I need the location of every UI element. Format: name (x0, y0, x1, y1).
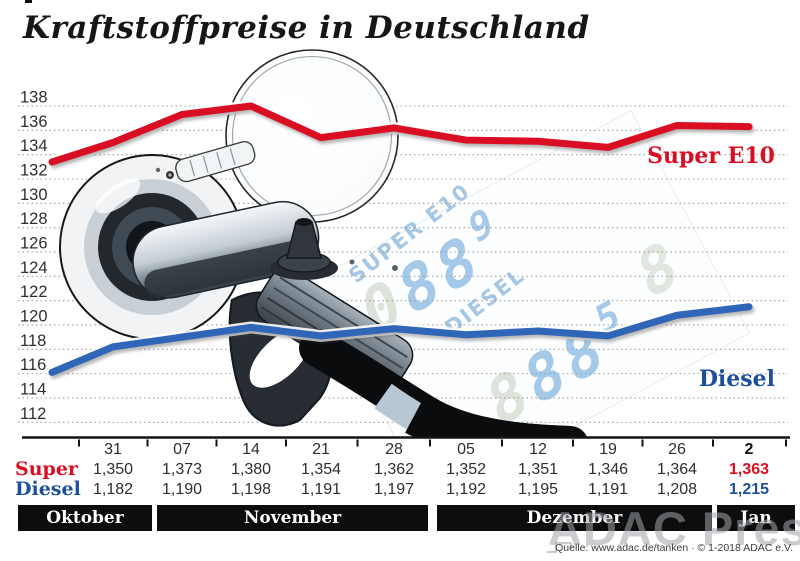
diesel-series-label: Diesel (698, 366, 775, 392)
date-cell: 05 (457, 441, 475, 458)
y-axis-label: 112 (20, 405, 46, 423)
crop-mark (25, 0, 32, 3)
date-cell: 26 (668, 441, 686, 458)
series-line-super (48, 102, 753, 166)
date-cell: 12 (529, 441, 547, 458)
y-axis-label: 114 (20, 380, 46, 398)
diesel-value-cell: 1,191 (300, 481, 342, 498)
super-series-label: Super E10 (647, 143, 775, 169)
date-cell: 07 (173, 441, 191, 458)
date-cell: 14 (242, 441, 260, 458)
nozzle-clip-fin (175, 140, 256, 183)
y-axis-label: 116 (20, 356, 46, 374)
lines-layer (46, 100, 755, 379)
month-band-jan: Jan (717, 505, 795, 531)
handle-hole (249, 328, 311, 388)
super-value-cell: 1,346 (587, 461, 629, 478)
y-axis-label: 138 (20, 89, 48, 107)
y-axis-label: 134 (20, 137, 48, 155)
diesel-value-cell: 1,191 (587, 481, 629, 498)
y-axis-label: 126 (20, 234, 48, 252)
page-title: Kraftstoffpreise in Deutschland (23, 10, 590, 46)
diesel-value-cell: 1,190 (161, 481, 203, 498)
diesel-value-cell: 1,195 (517, 481, 559, 498)
press-watermark: ADAC Presse (548, 502, 800, 555)
super-value-cell: 1,350 (92, 461, 134, 478)
date-cell: 31 (104, 441, 122, 458)
diesel-value-cell: 1,208 (656, 481, 698, 498)
watermark-step-mark (547, 542, 572, 553)
y-axis-label: 118 (20, 332, 46, 350)
nozzle-body (132, 200, 320, 299)
y-axis-label: 122 (20, 283, 48, 301)
date-cell: 21 (312, 441, 330, 458)
y-axis-label: 132 (20, 161, 48, 179)
super-value-cell: 1,354 (300, 461, 342, 478)
y-axis-label: 130 (20, 186, 48, 204)
y-axis-label: 128 (20, 210, 48, 228)
date-cell: 2 (744, 441, 754, 458)
super-row-label: Super (15, 458, 78, 480)
month-band-november: November (157, 505, 428, 531)
diesel-value-cell: 1,215 (728, 481, 770, 498)
diesel-row-label: Diesel (15, 478, 81, 500)
super-value-cell: 1,351 (517, 461, 559, 478)
x-axis (22, 436, 790, 447)
series-line-diesel (48, 303, 753, 376)
grid-layer: 138 136 134 132 130 128 126 124 122 120 118 116 114 1… (18, 89, 788, 423)
super-value-cell: 1,363 (728, 461, 770, 478)
month-band-dezember: Dezember (437, 505, 712, 531)
diesel-value-cell: 1,198 (230, 481, 272, 498)
super-value-cell: 1,373 (161, 461, 203, 478)
y-axis-label: 124 (20, 259, 48, 277)
y-axis-label: 120 (20, 307, 48, 325)
date-cell: 19 (599, 441, 617, 458)
super-value-cell: 1,352 (445, 461, 487, 478)
super-value-cell: 1,364 (656, 461, 698, 478)
super-value-cell: 1,362 (373, 461, 415, 478)
source-line: Quelle: www.adac.de/tanken · © 1-2018 AD… (555, 542, 793, 554)
y-axis-label: 136 (20, 113, 48, 131)
diesel-value-cell: 1,182 (92, 481, 134, 498)
date-cell: 28 (385, 441, 403, 458)
super-value-cell: 1,380 (230, 461, 272, 478)
diesel-value-cell: 1,192 (445, 481, 487, 498)
month-band-oktober: Oktober (18, 505, 152, 531)
diesel-value-cell: 1,197 (373, 481, 415, 498)
